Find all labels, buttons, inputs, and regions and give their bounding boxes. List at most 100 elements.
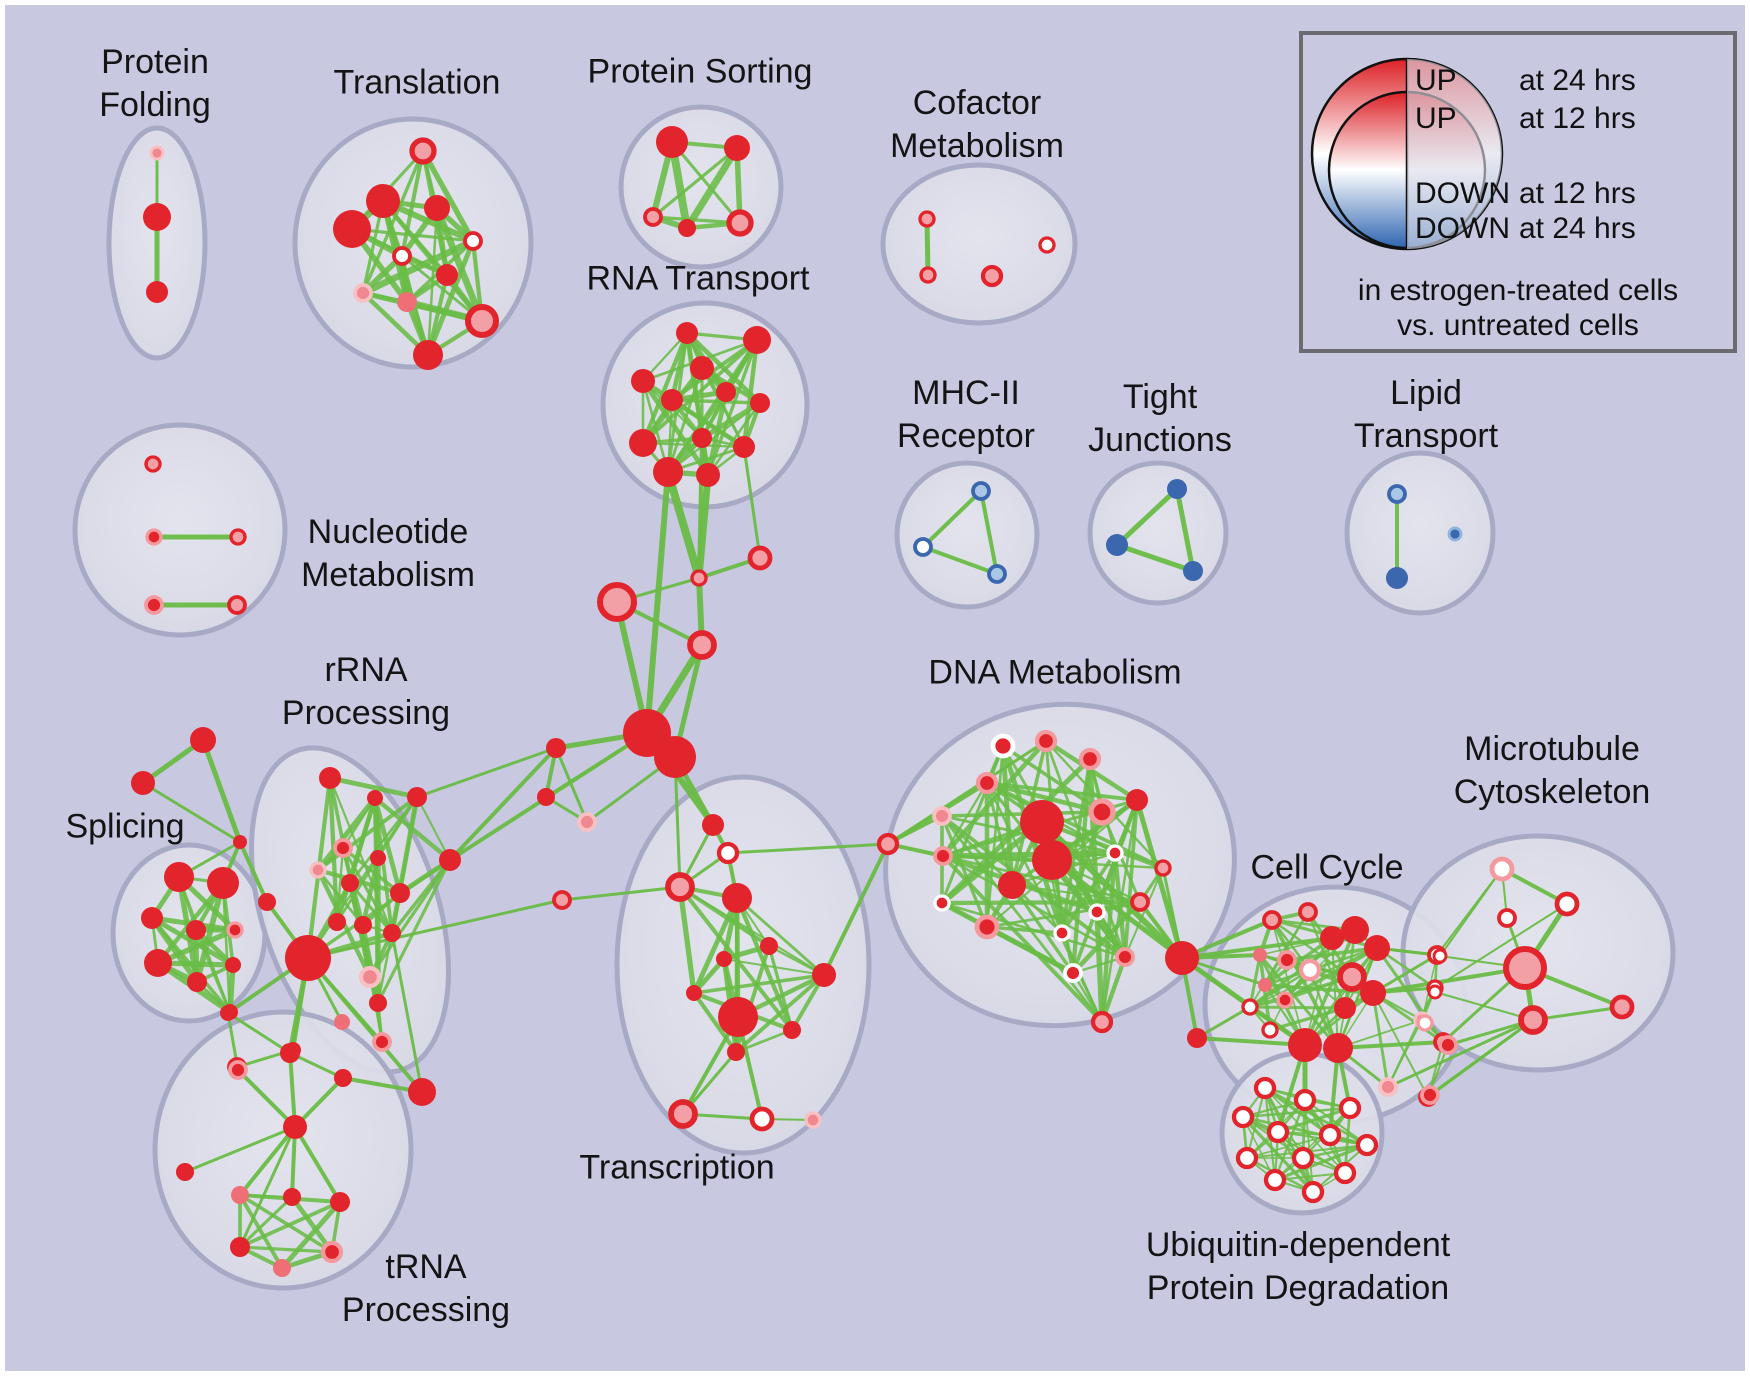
network-edge bbox=[1386, 1018, 1535, 1089]
gene-node-12 bbox=[465, 304, 499, 338]
network-edge bbox=[984, 780, 1105, 815]
network-edge bbox=[360, 922, 381, 1006]
network-edge bbox=[1124, 867, 1164, 958]
cluster-ellipse-cofactor-metabolism bbox=[880, 162, 1078, 326]
legend-row-down-12: DOWN at 12 hrs bbox=[1415, 177, 1636, 210]
network-edge bbox=[1330, 936, 1340, 1050]
gene-node-33 bbox=[653, 457, 683, 487]
network-edge bbox=[293, 1125, 342, 1204]
gene-node-1 bbox=[143, 203, 171, 231]
gene-node-53 bbox=[718, 997, 758, 1037]
gene-node-73 bbox=[974, 914, 1000, 940]
cluster-ellipse-mhc-ii-receptor bbox=[894, 460, 1040, 610]
network-edge bbox=[741, 337, 760, 450]
gene-node-42 bbox=[537, 788, 555, 806]
network-edge bbox=[670, 398, 746, 449]
gene-node-67 bbox=[1020, 800, 1064, 844]
network-edge bbox=[306, 795, 419, 960]
network-edge bbox=[350, 227, 475, 243]
gene-node-163 bbox=[228, 1060, 248, 1080]
network-edge bbox=[238, 1245, 334, 1254]
network-edge bbox=[697, 436, 704, 580]
gene-node-11 bbox=[397, 292, 417, 312]
network-edge bbox=[1371, 966, 1527, 995]
gene-node-27 bbox=[661, 389, 683, 411]
network-edge bbox=[666, 401, 762, 474]
gene-node-123 bbox=[1503, 946, 1547, 990]
network-edge bbox=[238, 1200, 342, 1249]
gene-node-21 bbox=[980, 264, 1004, 288]
network-edge bbox=[699, 400, 763, 441]
network-edge bbox=[666, 366, 704, 474]
network-edge bbox=[415, 746, 558, 799]
gene-node-139 bbox=[225, 957, 241, 973]
gene-node-22 bbox=[1038, 236, 1056, 254]
network-edge bbox=[1337, 947, 1378, 1049]
network-edge bbox=[306, 956, 424, 1094]
gene-node-74 bbox=[1088, 903, 1106, 921]
network-edge bbox=[641, 441, 746, 449]
network-edge bbox=[921, 489, 983, 549]
gene-node-131 bbox=[233, 835, 247, 849]
network-edge bbox=[706, 338, 759, 477]
gene-node-10 bbox=[353, 283, 373, 303]
gene-node-154 bbox=[358, 965, 382, 989]
gene-node-128 bbox=[1420, 1085, 1440, 1105]
legend-caption: in estrogen-treated cells vs. untreated … bbox=[1357, 274, 1679, 342]
network-edge bbox=[1246, 1134, 1331, 1159]
network-edge bbox=[677, 884, 697, 996]
gene-node-114 bbox=[1291, 1146, 1315, 1170]
legend-row-up-24: UP at 24 hrs bbox=[1415, 64, 1636, 97]
network-edge bbox=[420, 148, 476, 244]
gene-node-169 bbox=[283, 1188, 301, 1206]
gene-node-16 bbox=[643, 207, 663, 227]
gene-node-164 bbox=[280, 1043, 300, 1063]
network-edge bbox=[1070, 899, 1143, 976]
network-edge bbox=[288, 1051, 297, 1129]
network-edge bbox=[742, 445, 762, 560]
network-edge bbox=[1387, 1019, 1423, 1088]
gene-node-137 bbox=[144, 949, 172, 977]
gene-node-57 bbox=[749, 1106, 775, 1132]
legend-row-down-24: DOWN at 24 hrs bbox=[1415, 212, 1636, 245]
gene-node-150 bbox=[328, 913, 346, 931]
gene-node-31 bbox=[629, 429, 657, 457]
gene-node-187 bbox=[1447, 526, 1463, 542]
gene-node-52 bbox=[686, 985, 702, 1001]
gene-node-81 bbox=[1165, 941, 1199, 975]
gene-node-125 bbox=[1609, 994, 1635, 1020]
gene-node-181 bbox=[987, 564, 1007, 584]
gene-node-92 bbox=[1320, 926, 1344, 950]
gene-node-116 bbox=[1263, 1168, 1287, 1192]
network-edge bbox=[673, 755, 682, 889]
network-edge bbox=[341, 846, 402, 895]
gene-node-15 bbox=[724, 135, 750, 161]
gene-node-148 bbox=[341, 874, 359, 892]
network-edge bbox=[448, 746, 558, 862]
network-edge bbox=[691, 990, 739, 1055]
gene-node-48 bbox=[552, 890, 572, 910]
gene-node-149 bbox=[390, 883, 410, 903]
gene-node-177 bbox=[144, 595, 164, 615]
legend-box: UP at 24 hrs UP at 12 hrs DOWN at 12 hrs DO… bbox=[1299, 31, 1737, 353]
gene-node-142 bbox=[319, 767, 341, 789]
network-edge bbox=[651, 146, 739, 219]
network-edge bbox=[984, 924, 1076, 976]
gene-node-32 bbox=[733, 436, 755, 458]
network-edge bbox=[433, 204, 486, 325]
gene-node-40 bbox=[654, 736, 696, 778]
network-edge bbox=[1263, 946, 1379, 987]
network-edge bbox=[1195, 1005, 1252, 1040]
gene-node-19 bbox=[918, 210, 936, 228]
network-edge bbox=[315, 795, 378, 873]
gene-node-152 bbox=[383, 924, 401, 942]
gene-node-47 bbox=[722, 883, 752, 913]
network-edge bbox=[415, 795, 452, 862]
gene-node-50 bbox=[716, 951, 732, 967]
gene-node-172 bbox=[320, 1240, 344, 1264]
gene-node-37 bbox=[597, 582, 637, 622]
gene-node-129 bbox=[190, 727, 216, 753]
network-edge bbox=[1060, 851, 1117, 935]
network-edge bbox=[236, 1068, 297, 1129]
gene-node-160 bbox=[408, 1078, 436, 1106]
